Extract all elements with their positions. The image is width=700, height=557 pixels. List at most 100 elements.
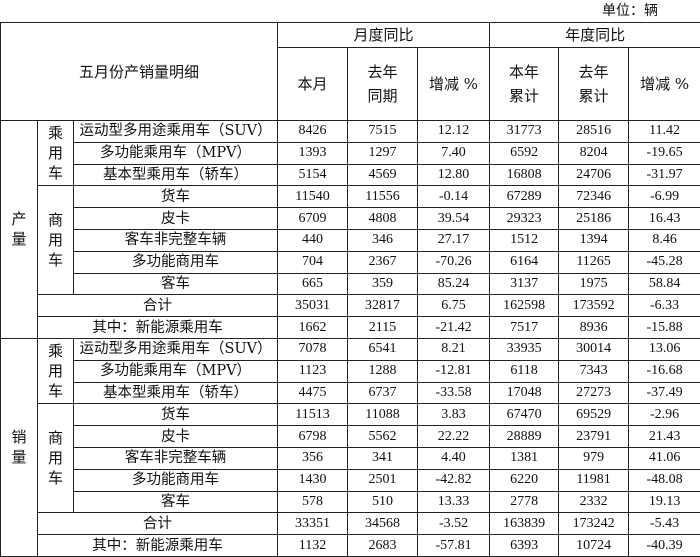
table-cell: 21.43 <box>629 426 700 448</box>
table-cell: -45.28 <box>629 251 700 273</box>
table-cell: 41.06 <box>629 447 700 469</box>
table-cell: 5154 <box>278 164 348 186</box>
table-cell: 578 <box>278 491 348 513</box>
row-name: 客车非完整车辆 <box>74 447 278 469</box>
row-name: 多功能商用车 <box>74 469 278 491</box>
table-cell: 7515 <box>348 121 418 143</box>
table-cell: 1297 <box>348 142 418 164</box>
table-cell: 12.80 <box>418 164 490 186</box>
table-cell: 3.83 <box>418 404 490 426</box>
table-cell: 16.43 <box>629 208 700 230</box>
row-name: 其中：新能源乘用车 <box>38 317 278 339</box>
row-name: 多功能乘用车（MPV） <box>74 142 278 164</box>
table-cell: 6737 <box>348 382 418 404</box>
row-name: 客车非完整车辆 <box>74 229 278 251</box>
table-cell: -15.88 <box>629 317 700 339</box>
table-cell: 11.42 <box>629 121 700 143</box>
group-label: 乘用车 <box>38 338 74 403</box>
table-cell: -42.82 <box>418 469 490 491</box>
table-cell: 173592 <box>559 295 629 317</box>
table-cell: 1393 <box>278 142 348 164</box>
table-cell: 2115 <box>348 317 418 339</box>
table-cell: 13.33 <box>418 491 490 513</box>
row-name: 皮卡 <box>74 426 278 448</box>
table-cell: -12.81 <box>418 360 490 382</box>
table-cell: 341 <box>348 447 418 469</box>
table-cell: 2367 <box>348 251 418 273</box>
table-cell: 6220 <box>490 469 559 491</box>
table-cell: 510 <box>348 491 418 513</box>
table-cell: 11513 <box>278 404 348 426</box>
table-cell: 440 <box>278 229 348 251</box>
table-cell: 4569 <box>348 164 418 186</box>
table-cell: 665 <box>278 273 348 295</box>
row-name: 货车 <box>74 186 278 208</box>
table-cell: -21.42 <box>418 317 490 339</box>
table-cell: 11556 <box>348 186 418 208</box>
group-label: 商用车 <box>38 186 74 295</box>
table-cell: 2683 <box>348 535 418 557</box>
table-cell: 3137 <box>490 273 559 295</box>
table-cell: 27.17 <box>418 229 490 251</box>
table-cell: 4808 <box>348 208 418 230</box>
unit-label: 单位：辆 <box>0 0 700 22</box>
group-label: 乘用车 <box>38 121 74 186</box>
table-cell: 2501 <box>348 469 418 491</box>
table-cell: -57.81 <box>418 535 490 557</box>
table-cell: 162598 <box>490 295 559 317</box>
table-cell: -6.99 <box>629 186 700 208</box>
table-cell: 346 <box>348 229 418 251</box>
table-cell: 11088 <box>348 404 418 426</box>
table-cell: 8204 <box>559 142 629 164</box>
row-name: 基本型乘用车（轿车） <box>74 164 278 186</box>
table-cell: -40.39 <box>629 535 700 557</box>
table-cell: 19.13 <box>629 491 700 513</box>
table-cell: 35031 <box>278 295 348 317</box>
col-yearly-change: 增减 % <box>629 48 700 121</box>
table-cell: 8936 <box>559 317 629 339</box>
table-cell: 1394 <box>559 229 629 251</box>
group-label: 商用车 <box>38 404 74 513</box>
table-cell: 4.40 <box>418 447 490 469</box>
table-cell: 6541 <box>348 338 418 360</box>
col-last-year-month: 去年同期 <box>348 48 418 121</box>
table-cell: 69529 <box>559 404 629 426</box>
table-cell: 28889 <box>490 426 559 448</box>
table-cell: 29323 <box>490 208 559 230</box>
table-cell: -70.26 <box>418 251 490 273</box>
table-cell: -2.96 <box>629 404 700 426</box>
row-name: 运动型多用途乘用车（SUV） <box>74 121 278 143</box>
table-cell: 704 <box>278 251 348 273</box>
table-cell: 39.54 <box>418 208 490 230</box>
monthly-header: 月度同比 <box>278 23 490 48</box>
col-last-ytd: 去年累计 <box>559 48 629 121</box>
table-cell: 1123 <box>278 360 348 382</box>
row-name: 多功能乘用车（MPV） <box>74 360 278 382</box>
table-title: 五月份产销量明细 <box>1 23 278 121</box>
table-cell: 25186 <box>559 208 629 230</box>
table-cell: 23791 <box>559 426 629 448</box>
table-cell: 8.21 <box>418 338 490 360</box>
table-cell: 7078 <box>278 338 348 360</box>
table-cell: -6.33 <box>629 295 700 317</box>
table-cell: 979 <box>559 447 629 469</box>
table-cell: -3.52 <box>418 513 490 535</box>
table-cell: 4475 <box>278 382 348 404</box>
table-cell: 163839 <box>490 513 559 535</box>
table-cell: 5562 <box>348 426 418 448</box>
table-cell: 10724 <box>559 535 629 557</box>
table-cell: -31.97 <box>629 164 700 186</box>
table-cell: 30014 <box>559 338 629 360</box>
row-name: 客车 <box>74 491 278 513</box>
section-label: 销量 <box>1 338 38 556</box>
